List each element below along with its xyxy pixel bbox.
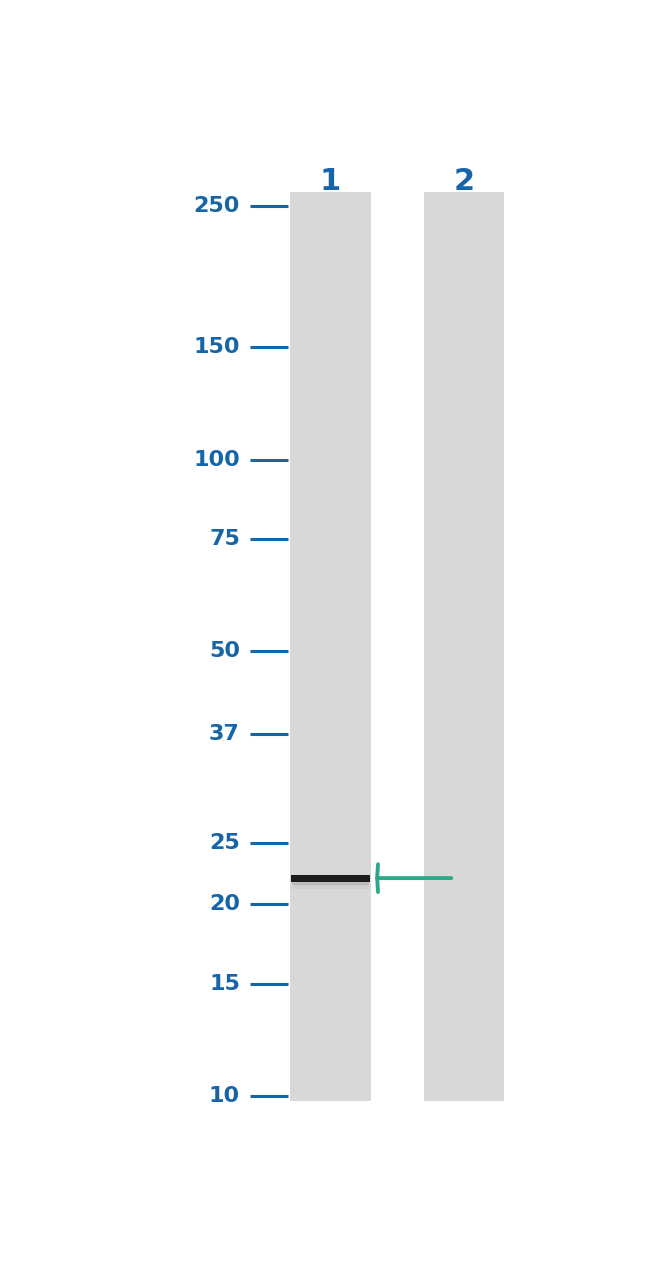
Text: 100: 100 (193, 450, 240, 470)
Bar (291, 875, 370, 881)
Text: 75: 75 (209, 530, 240, 549)
Text: 20: 20 (209, 894, 240, 914)
Bar (424, 192, 504, 1101)
Text: 50: 50 (209, 641, 240, 662)
Text: 250: 250 (194, 196, 240, 216)
Text: 150: 150 (194, 338, 240, 357)
Text: 10: 10 (209, 1086, 240, 1106)
Bar (291, 192, 371, 1101)
Bar (292, 880, 369, 885)
Bar (292, 884, 369, 889)
Text: 2: 2 (454, 168, 474, 197)
Text: 15: 15 (209, 974, 240, 994)
Text: 1: 1 (320, 168, 341, 197)
Text: 25: 25 (209, 833, 240, 852)
Text: 37: 37 (209, 724, 240, 744)
